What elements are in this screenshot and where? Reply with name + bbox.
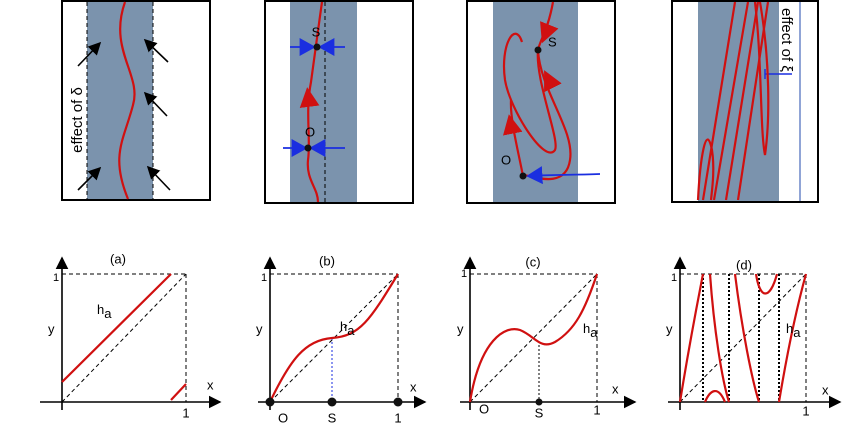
- fixed-point: [313, 43, 321, 51]
- diagonal: [269, 273, 399, 403]
- top-panel: effect of δ: [61, 0, 211, 201]
- curve-sub: a: [590, 325, 598, 340]
- point-label: S: [548, 34, 557, 49]
- x-tick: 1: [182, 405, 189, 420]
- diagonal: [469, 273, 598, 403]
- curve-main: h: [583, 321, 590, 336]
- curve-sub: a: [793, 325, 801, 340]
- bottom-panel: (c) y x 1 O S 1 ha: [457, 254, 637, 420]
- fixed-point: [265, 397, 275, 407]
- y-tick: 1: [461, 268, 467, 280]
- fixed-point: [534, 46, 542, 54]
- flow-arrow: [544, 70, 562, 93]
- annotation: effect of ξ: [778, 8, 795, 72]
- point-label: O: [305, 124, 315, 139]
- curve-sub: a: [104, 306, 112, 321]
- x-tick: O: [278, 410, 288, 425]
- diagonal: [679, 273, 807, 403]
- x-tick: O: [479, 401, 489, 416]
- y-tick: 1: [53, 272, 59, 284]
- curve-label: ha: [340, 319, 355, 338]
- shaded-band: [698, 2, 779, 201]
- y-tick: 1: [261, 272, 267, 284]
- curves: [696, 1, 770, 201]
- map-curve: [678, 273, 808, 403]
- stable-manifold: [509, 99, 525, 177]
- panel-title: (a): [110, 251, 126, 266]
- curve-sub: a: [347, 323, 355, 338]
- guides: [702, 274, 780, 402]
- curve-label: ha: [97, 302, 112, 321]
- fixed-point: [304, 144, 312, 152]
- x-label: x: [612, 381, 619, 396]
- x-tick: S: [328, 410, 337, 425]
- invariant-curve: [118, 1, 136, 200]
- map-curve: [61, 273, 187, 401]
- x-tick: 1: [394, 410, 401, 425]
- flow-arrow: [503, 114, 523, 136]
- bottom-panel: (d) y x 1 1 ha: [666, 256, 842, 418]
- fixed-point: [535, 398, 543, 406]
- x-tick: 1: [802, 403, 809, 418]
- curve-label: ha: [786, 321, 801, 340]
- flow-arrow: [299, 87, 320, 108]
- top-panel: effect of ξ: [671, 0, 819, 203]
- curve-label: ha: [583, 321, 598, 340]
- x-label: x: [822, 382, 829, 397]
- map-curve: [269, 273, 399, 403]
- point-label: O: [501, 152, 511, 167]
- manifold: [526, 166, 601, 185]
- arrows: [77, 38, 171, 191]
- x-label: x: [410, 379, 417, 394]
- panel-title: (d): [736, 257, 752, 272]
- y-tick: 1: [671, 272, 677, 284]
- x-label: x: [207, 377, 214, 392]
- annotation: effect of δ: [69, 87, 86, 153]
- y-label: y: [48, 321, 55, 336]
- x-tick: 1: [593, 402, 600, 417]
- top-panel: S O: [466, 0, 616, 204]
- fixed-point: [519, 172, 527, 180]
- curve-main: h: [340, 319, 347, 334]
- bottom-panel: (a) y x 1 1 ha: [40, 251, 222, 420]
- shaded-band: [290, 2, 357, 202]
- invariant-curve: [306, 1, 324, 203]
- curve-main: h: [97, 302, 104, 317]
- panel-title: (b): [319, 253, 335, 268]
- point-label: S: [312, 24, 321, 39]
- fixed-point: [327, 397, 337, 407]
- loop: [502, 32, 557, 154]
- bottom-panel: (b) y x 1 O S 1 ha: [256, 253, 427, 425]
- fixed-point: [393, 397, 403, 407]
- diagonal: [61, 273, 187, 403]
- y-label: y: [256, 321, 263, 336]
- x-tick: S: [535, 405, 544, 420]
- top-panel: S O: [264, 0, 414, 204]
- y-label: y: [457, 321, 464, 336]
- y-label: y: [666, 321, 673, 336]
- panel-title: (c): [525, 254, 540, 269]
- map-curve: [468, 273, 599, 403]
- flow-arrow: [540, 21, 559, 44]
- curve-main: h: [786, 321, 793, 336]
